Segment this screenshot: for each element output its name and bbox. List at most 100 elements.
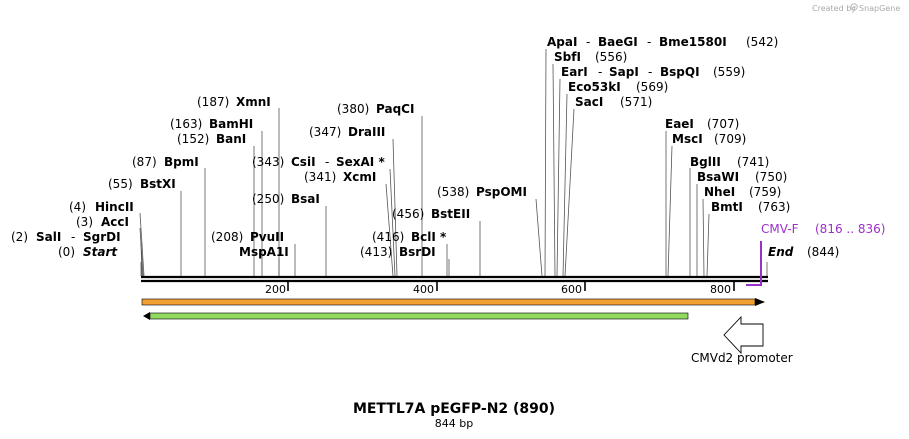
site-label-bani[interactable]: (152) BanI xyxy=(177,132,246,146)
connector-eco53ki xyxy=(562,93,568,277)
ruler-label-600: 600 xyxy=(561,283,582,296)
site-label-mspa1i[interactable]: MspA1I xyxy=(239,245,289,259)
site-enzyme-sali: SalI xyxy=(36,230,61,244)
connector-acci xyxy=(139,227,144,277)
site-label-pvuii[interactable]: (208) PvuII xyxy=(211,230,284,244)
site-label-draiii[interactable]: (347) DraIII xyxy=(309,125,385,139)
site-label-bstxi[interactable]: (55) BstXI xyxy=(108,177,176,191)
site-pos-xmni: (187) xyxy=(197,95,229,109)
site-label-saci[interactable]: SacI (571) xyxy=(575,95,652,109)
promoter-label: CMVd2 promoter xyxy=(691,351,793,365)
ruler-label-400: 400 xyxy=(413,283,434,296)
site-label-hincii[interactable]: (4) HincII xyxy=(69,200,134,214)
connector-pspomi xyxy=(535,198,543,277)
site-connectors xyxy=(139,48,768,277)
site-pos-sbfi: (556) xyxy=(595,50,627,64)
snapgene-credit: Created by SnapGene xyxy=(812,3,900,13)
site-label-end[interactable]: End (844) xyxy=(768,245,839,259)
created-by-text: Created by xyxy=(812,4,856,13)
site-pos-xcmi: (341) xyxy=(304,170,336,184)
ruler: 200 400 600 800 xyxy=(265,282,735,296)
feature-cmvd2-promoter[interactable]: CMVd2 promoter xyxy=(691,315,793,365)
site-enzyme-pspomi: PspOMI xyxy=(476,185,527,199)
site-label-bsteii[interactable]: (456) BstEII xyxy=(392,207,470,221)
site-pos-eari: (559) xyxy=(713,65,745,79)
site-label-xcmi[interactable]: (341) XcmI xyxy=(304,170,376,184)
site-labels: (0) Start (2) SalI - SgrDI (3) AccI (4) … xyxy=(11,35,839,259)
site-pos-bsai: (250) xyxy=(252,192,284,206)
site-label-bsai[interactable]: (250) BsaI xyxy=(252,192,320,206)
site-pos-nhei: (759) xyxy=(749,185,781,199)
site-label-apai[interactable]: ApaI - BaeGI - Bme1580I (542) xyxy=(547,35,778,49)
site-enzyme-bglii: BglII xyxy=(690,155,721,169)
site-enzyme-saci: SacI xyxy=(575,95,603,109)
connector-draiii xyxy=(392,138,398,277)
site-label-bsawi[interactable]: BsaWI (750) xyxy=(697,170,787,184)
site-label-bglii[interactable]: BglII (741) xyxy=(690,155,769,169)
site-label-bcli[interactable]: (416) BclI * xyxy=(372,230,447,244)
site-pos-bsawi: (750) xyxy=(755,170,787,184)
snapgene-logo-icon xyxy=(850,3,858,11)
site-pos-apai: (542) xyxy=(746,35,778,49)
site-pos-saci: (571) xyxy=(620,95,652,109)
site-label-bmti[interactable]: BmtI (763) xyxy=(711,200,790,214)
connector-eari xyxy=(556,78,561,277)
site-enzyme-bmti: BmtI xyxy=(711,200,743,214)
site-label-eaei[interactable]: EaeI (707) xyxy=(665,117,739,131)
feature-orange-arrow[interactable] xyxy=(141,298,765,306)
site-enzyme-bcli: BclI * xyxy=(411,230,447,244)
site-pos-acci: (3) xyxy=(76,215,93,229)
site-enzyme-start: Start xyxy=(83,245,118,259)
site-enzyme-sexai: SexAI * xyxy=(336,155,385,169)
site-enzyme-bani: BanI xyxy=(216,132,246,146)
primer-cmv-f[interactable]: CMV-F (816 .. 836) xyxy=(746,222,885,286)
site-enzyme-eco53ki: Eco53kI xyxy=(568,80,621,94)
site-label-paqci[interactable]: (380) PaqCI xyxy=(337,102,414,116)
site-pos-bsteii: (456) xyxy=(392,207,424,221)
site-pos-bsrdi: (413) xyxy=(360,245,392,259)
site-enzyme-csii: CsiI xyxy=(291,155,316,169)
site-label-nhei[interactable]: NheI (759) xyxy=(704,185,781,199)
site-label-start[interactable]: (0) Start xyxy=(58,245,118,259)
site-pos-hincii: (4) xyxy=(69,200,86,214)
site-label-bamhi[interactable]: (163) BamHI xyxy=(170,117,253,131)
site-pos-pvuii: (208) xyxy=(211,230,243,244)
site-enzyme-apai: ApaI xyxy=(547,35,577,49)
site-enzyme-xcmi: XcmI xyxy=(343,170,376,184)
ruler-label-200: 200 xyxy=(265,283,286,296)
promoter-arrow-icon xyxy=(723,315,764,355)
site-enzyme-hincii: HincII xyxy=(95,200,134,214)
connector-saci xyxy=(564,108,575,277)
site-pos-end: (844) xyxy=(807,245,839,259)
site-pos-draiii: (347) xyxy=(309,125,341,139)
site-pos-msci: (709) xyxy=(714,132,746,146)
site-label-msci[interactable]: MscI (709) xyxy=(672,132,746,146)
site-label-csii[interactable]: (343) CsiI - SexAI * xyxy=(252,155,385,169)
site-enzyme-bpmi: BpmI xyxy=(164,155,199,169)
site-label-acci[interactable]: (3) AccI xyxy=(76,215,129,229)
connector-apai xyxy=(544,48,547,277)
site-label-pspomi[interactable]: (538) PspOMI xyxy=(437,185,527,199)
site-label-xmni[interactable]: (187) XmnI xyxy=(197,95,271,109)
connector-nhei xyxy=(702,198,705,277)
site-enzyme-sgrdi: SgrDI xyxy=(83,230,121,244)
site-label-eco53ki[interactable]: Eco53kI (569) xyxy=(568,80,668,94)
site-pos-bglii: (741) xyxy=(737,155,769,169)
site-label-bsrdi[interactable]: (413) BsrDI xyxy=(360,245,436,259)
feature-green-arrow[interactable] xyxy=(143,312,689,320)
site-pos-start: (0) xyxy=(58,245,75,259)
site-pos-bmti: (763) xyxy=(758,200,790,214)
site-enzyme-bme1580i: Bme1580I xyxy=(659,35,727,49)
site-enzyme-mspa1i: MspA1I xyxy=(239,245,289,259)
site-label-eari[interactable]: EarI - SapI - BspQI (559) xyxy=(561,65,745,79)
site-enzyme-bsawi: BsaWI xyxy=(697,170,739,184)
site-label-sali[interactable]: (2) SalI - SgrDI xyxy=(11,230,121,244)
connector-bmti xyxy=(706,213,710,277)
brand-text: SnapGene xyxy=(859,4,900,13)
site-pos-eco53ki: (569) xyxy=(636,80,668,94)
site-label-sbfi[interactable]: SbfI (556) xyxy=(554,50,627,64)
site-enzyme-sapi: SapI xyxy=(609,65,639,79)
site-pos-eaei: (707) xyxy=(707,117,739,131)
site-label-bpmi[interactable]: (87) BpmI xyxy=(132,155,199,169)
ruler-label-800: 800 xyxy=(710,283,731,296)
